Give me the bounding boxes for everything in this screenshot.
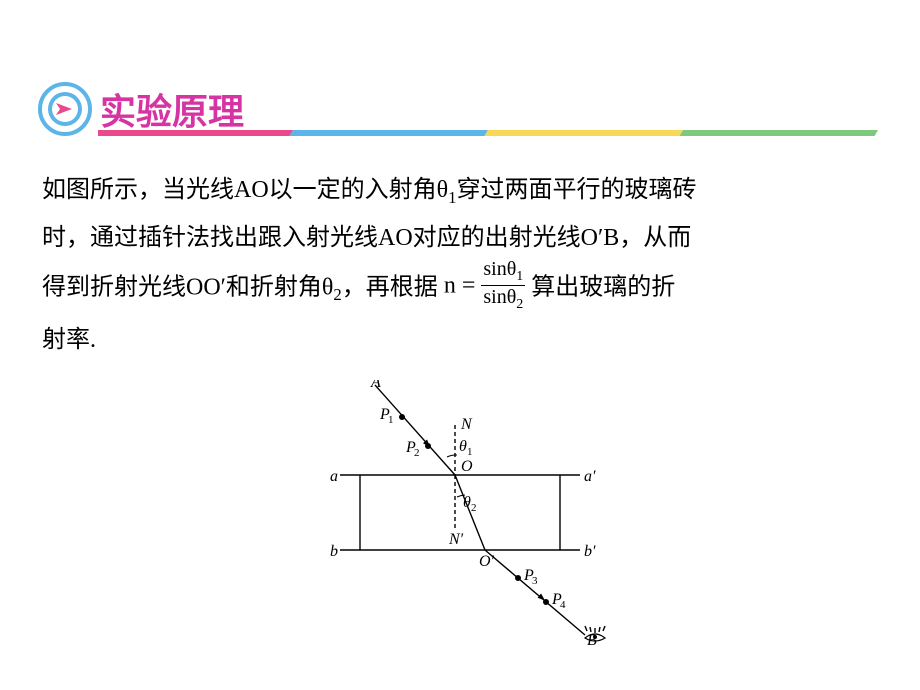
- formula-den: sinθ2: [481, 286, 525, 312]
- formula-lhs: n: [444, 273, 456, 299]
- svg-text:1: 1: [467, 446, 473, 458]
- svg-text:θ: θ: [459, 438, 467, 455]
- refraction-formula: n = sinθ1 sinθ2: [444, 260, 525, 314]
- svg-text:O: O: [461, 458, 473, 475]
- body-paragraph: 如图所示，当光线AO以一定的入射角θ1穿过两面平行的玻璃砖 时，通过插针法找出跟…: [42, 166, 882, 364]
- text: 算出玻璃的折: [531, 275, 675, 301]
- svg-text:2: 2: [414, 447, 420, 459]
- text: 时，通过插针法找出跟入射光线AO对应的出射光线O′B，从而: [42, 225, 691, 251]
- formula-fraction: sinθ1 sinθ2: [481, 258, 525, 312]
- text: sinθ: [483, 286, 516, 308]
- section-title: 实验原理: [100, 83, 244, 135]
- svg-text:N: N: [460, 416, 473, 433]
- subscript: 2: [516, 297, 523, 312]
- subscript: 1: [516, 269, 523, 284]
- text: sinθ: [483, 258, 516, 280]
- text: ，再根据: [342, 275, 438, 301]
- section-header: 实验原理: [38, 82, 244, 136]
- refraction-diagram: ABNN′OO′aa′bb′P1P2P3P4θ1θ2: [300, 380, 620, 660]
- header-underline: [98, 130, 878, 136]
- svg-text:b: b: [330, 543, 338, 560]
- svg-text:A: A: [370, 380, 381, 391]
- svg-text:4: 4: [560, 599, 566, 611]
- subscript: 2: [333, 286, 341, 305]
- svg-text:θ: θ: [463, 494, 471, 511]
- svg-text:b′: b′: [584, 543, 596, 560]
- arrow-circle-icon: [38, 82, 92, 136]
- svg-text:O′: O′: [479, 553, 495, 570]
- formula-num: sinθ1: [481, 258, 525, 285]
- subscript: 1: [448, 188, 456, 207]
- text: 如图所示，当光线AO以一定的入射角θ: [42, 177, 448, 203]
- formula-eq: =: [462, 273, 476, 299]
- svg-text:2: 2: [471, 502, 477, 514]
- svg-text:3: 3: [532, 575, 538, 587]
- svg-text:a′: a′: [584, 468, 596, 485]
- text: 穿过两面平行的玻璃砖: [457, 177, 697, 203]
- svg-text:a: a: [330, 468, 338, 485]
- text: 得到折射光线OO′和折射角θ: [42, 275, 333, 301]
- svg-text:1: 1: [388, 414, 394, 426]
- text: 射率.: [42, 327, 96, 353]
- svg-text:N′: N′: [448, 531, 464, 548]
- svg-text:B: B: [587, 632, 597, 649]
